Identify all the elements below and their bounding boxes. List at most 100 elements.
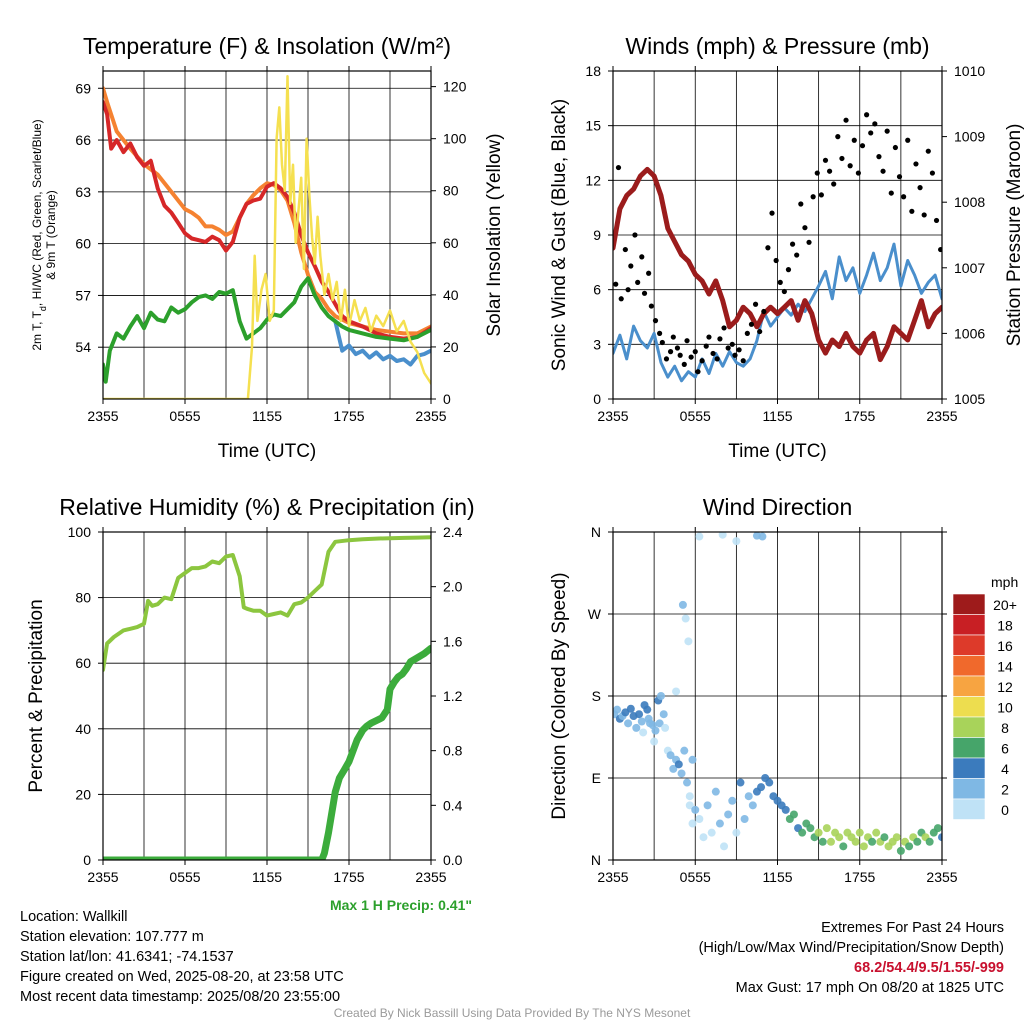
gust-point <box>806 239 812 245</box>
gust-point <box>721 325 727 331</box>
x-tick-label: 0555 <box>169 408 200 424</box>
gust-point <box>851 137 857 143</box>
x-tick-label: 1155 <box>762 408 792 424</box>
direction-point <box>789 810 798 819</box>
gust-point <box>757 328 763 335</box>
direction-point <box>685 801 694 810</box>
gust-point <box>884 128 890 134</box>
gust-point <box>802 225 808 231</box>
legend-label: 2 <box>1001 782 1009 798</box>
series-group <box>103 535 431 860</box>
gust-point <box>892 144 898 151</box>
x-tick-label: 1155 <box>252 408 282 424</box>
y-tick-label: 12 <box>585 172 601 188</box>
latest-timestamp: Most recent data timestamp: 2025/08/20 2… <box>20 989 341 1005</box>
direction-point <box>683 778 692 787</box>
gust-point <box>810 194 816 200</box>
series-line-station-pressure <box>613 166 942 363</box>
gust-point <box>706 334 712 340</box>
y2-tick-label: 1008 <box>954 194 985 210</box>
gust-point <box>677 352 683 358</box>
direction-point <box>748 801 757 810</box>
y2-tick-label: 60 <box>443 235 459 251</box>
gust-point <box>613 281 619 287</box>
station-latlon: Station lat/lon: 41.6341; -74.1537 <box>20 949 234 965</box>
gust-point <box>652 318 659 324</box>
legend-swatch <box>952 737 986 759</box>
gust-point <box>781 288 787 295</box>
direction-point <box>724 810 733 819</box>
direction-point <box>681 614 690 623</box>
gust-point <box>896 174 903 180</box>
direction-point <box>699 833 708 842</box>
direction-point <box>798 828 807 837</box>
gust-point <box>714 356 720 362</box>
x-tick-label: 1155 <box>252 869 282 885</box>
direction-point <box>661 723 670 732</box>
legend-swatch <box>952 655 986 677</box>
gust-point <box>835 134 841 140</box>
x-tick-label: 2355 <box>415 408 446 424</box>
gust-point <box>921 212 927 218</box>
direction-point <box>868 837 877 846</box>
direction-point <box>757 783 766 792</box>
gust-point <box>729 341 735 347</box>
direction-point <box>674 760 683 769</box>
gust-point <box>785 267 792 273</box>
gust-point <box>736 347 742 353</box>
direction-point <box>938 833 942 842</box>
gust-point <box>769 210 775 216</box>
series-line-sonic-wind <box>613 242 942 383</box>
y2-tick-label: 80 <box>443 183 459 199</box>
legend-label: 0 <box>1001 802 1009 818</box>
direction-point <box>672 687 681 696</box>
direction-point <box>613 705 622 714</box>
gust-point <box>872 121 878 127</box>
direction-point <box>732 828 741 837</box>
direction-point <box>806 824 815 833</box>
direction-point <box>655 719 664 728</box>
direction-point <box>643 705 652 714</box>
direction-point <box>859 842 868 851</box>
gust-point <box>740 358 746 364</box>
y2-tick-label: 1007 <box>954 260 985 276</box>
x-tick-label: 2355 <box>597 869 628 885</box>
gust-point <box>864 112 870 118</box>
direction-point <box>695 815 704 823</box>
direction-point <box>711 787 720 796</box>
chart-title: Relative Humidity (%) & Precipitation (i… <box>59 494 474 520</box>
gust-point <box>732 352 738 358</box>
y-tick-label: 6 <box>593 282 601 298</box>
direction-point <box>896 846 905 855</box>
series-line-2m-td <box>103 276 431 384</box>
direction-point <box>851 837 860 846</box>
direction-point <box>872 828 881 837</box>
x-tick-label: 1755 <box>333 869 364 885</box>
y-tick-label: 54 <box>75 339 91 355</box>
direction-point <box>720 842 729 851</box>
x-tick-label: 0555 <box>680 408 711 424</box>
gust-point <box>929 170 936 176</box>
y2-tick-label: 1.2 <box>443 688 463 704</box>
legend-swatch <box>952 757 986 779</box>
direction-point <box>905 842 914 851</box>
gust-point <box>794 252 800 258</box>
gust-point <box>888 190 894 196</box>
direction-point <box>818 837 827 846</box>
gust-point <box>692 349 698 355</box>
y-axis-label-line2: & 9m T (Orange) <box>44 190 58 280</box>
gust-point <box>699 358 705 364</box>
gust-point <box>646 270 652 276</box>
precip-annotation: Max 1 H Precip: 0.41" <box>330 897 472 913</box>
gust-point <box>625 287 631 293</box>
y2-tick-label: 20 <box>443 339 459 355</box>
x-tick-label: 1755 <box>844 408 875 424</box>
y-tick-label: N <box>591 852 601 868</box>
chart-title: Winds (mph) & Pressure (mb) <box>625 33 929 59</box>
y-axis-label: Sonic Wind & Gust (Blue, Black) <box>549 99 570 371</box>
gust-point <box>814 170 820 176</box>
direction-point <box>650 737 659 746</box>
y2-tick-label: 2.0 <box>443 579 463 595</box>
y2-axis-label: Solar Insolation (Yellow) <box>484 133 505 336</box>
legend-label: 6 <box>1001 741 1009 757</box>
